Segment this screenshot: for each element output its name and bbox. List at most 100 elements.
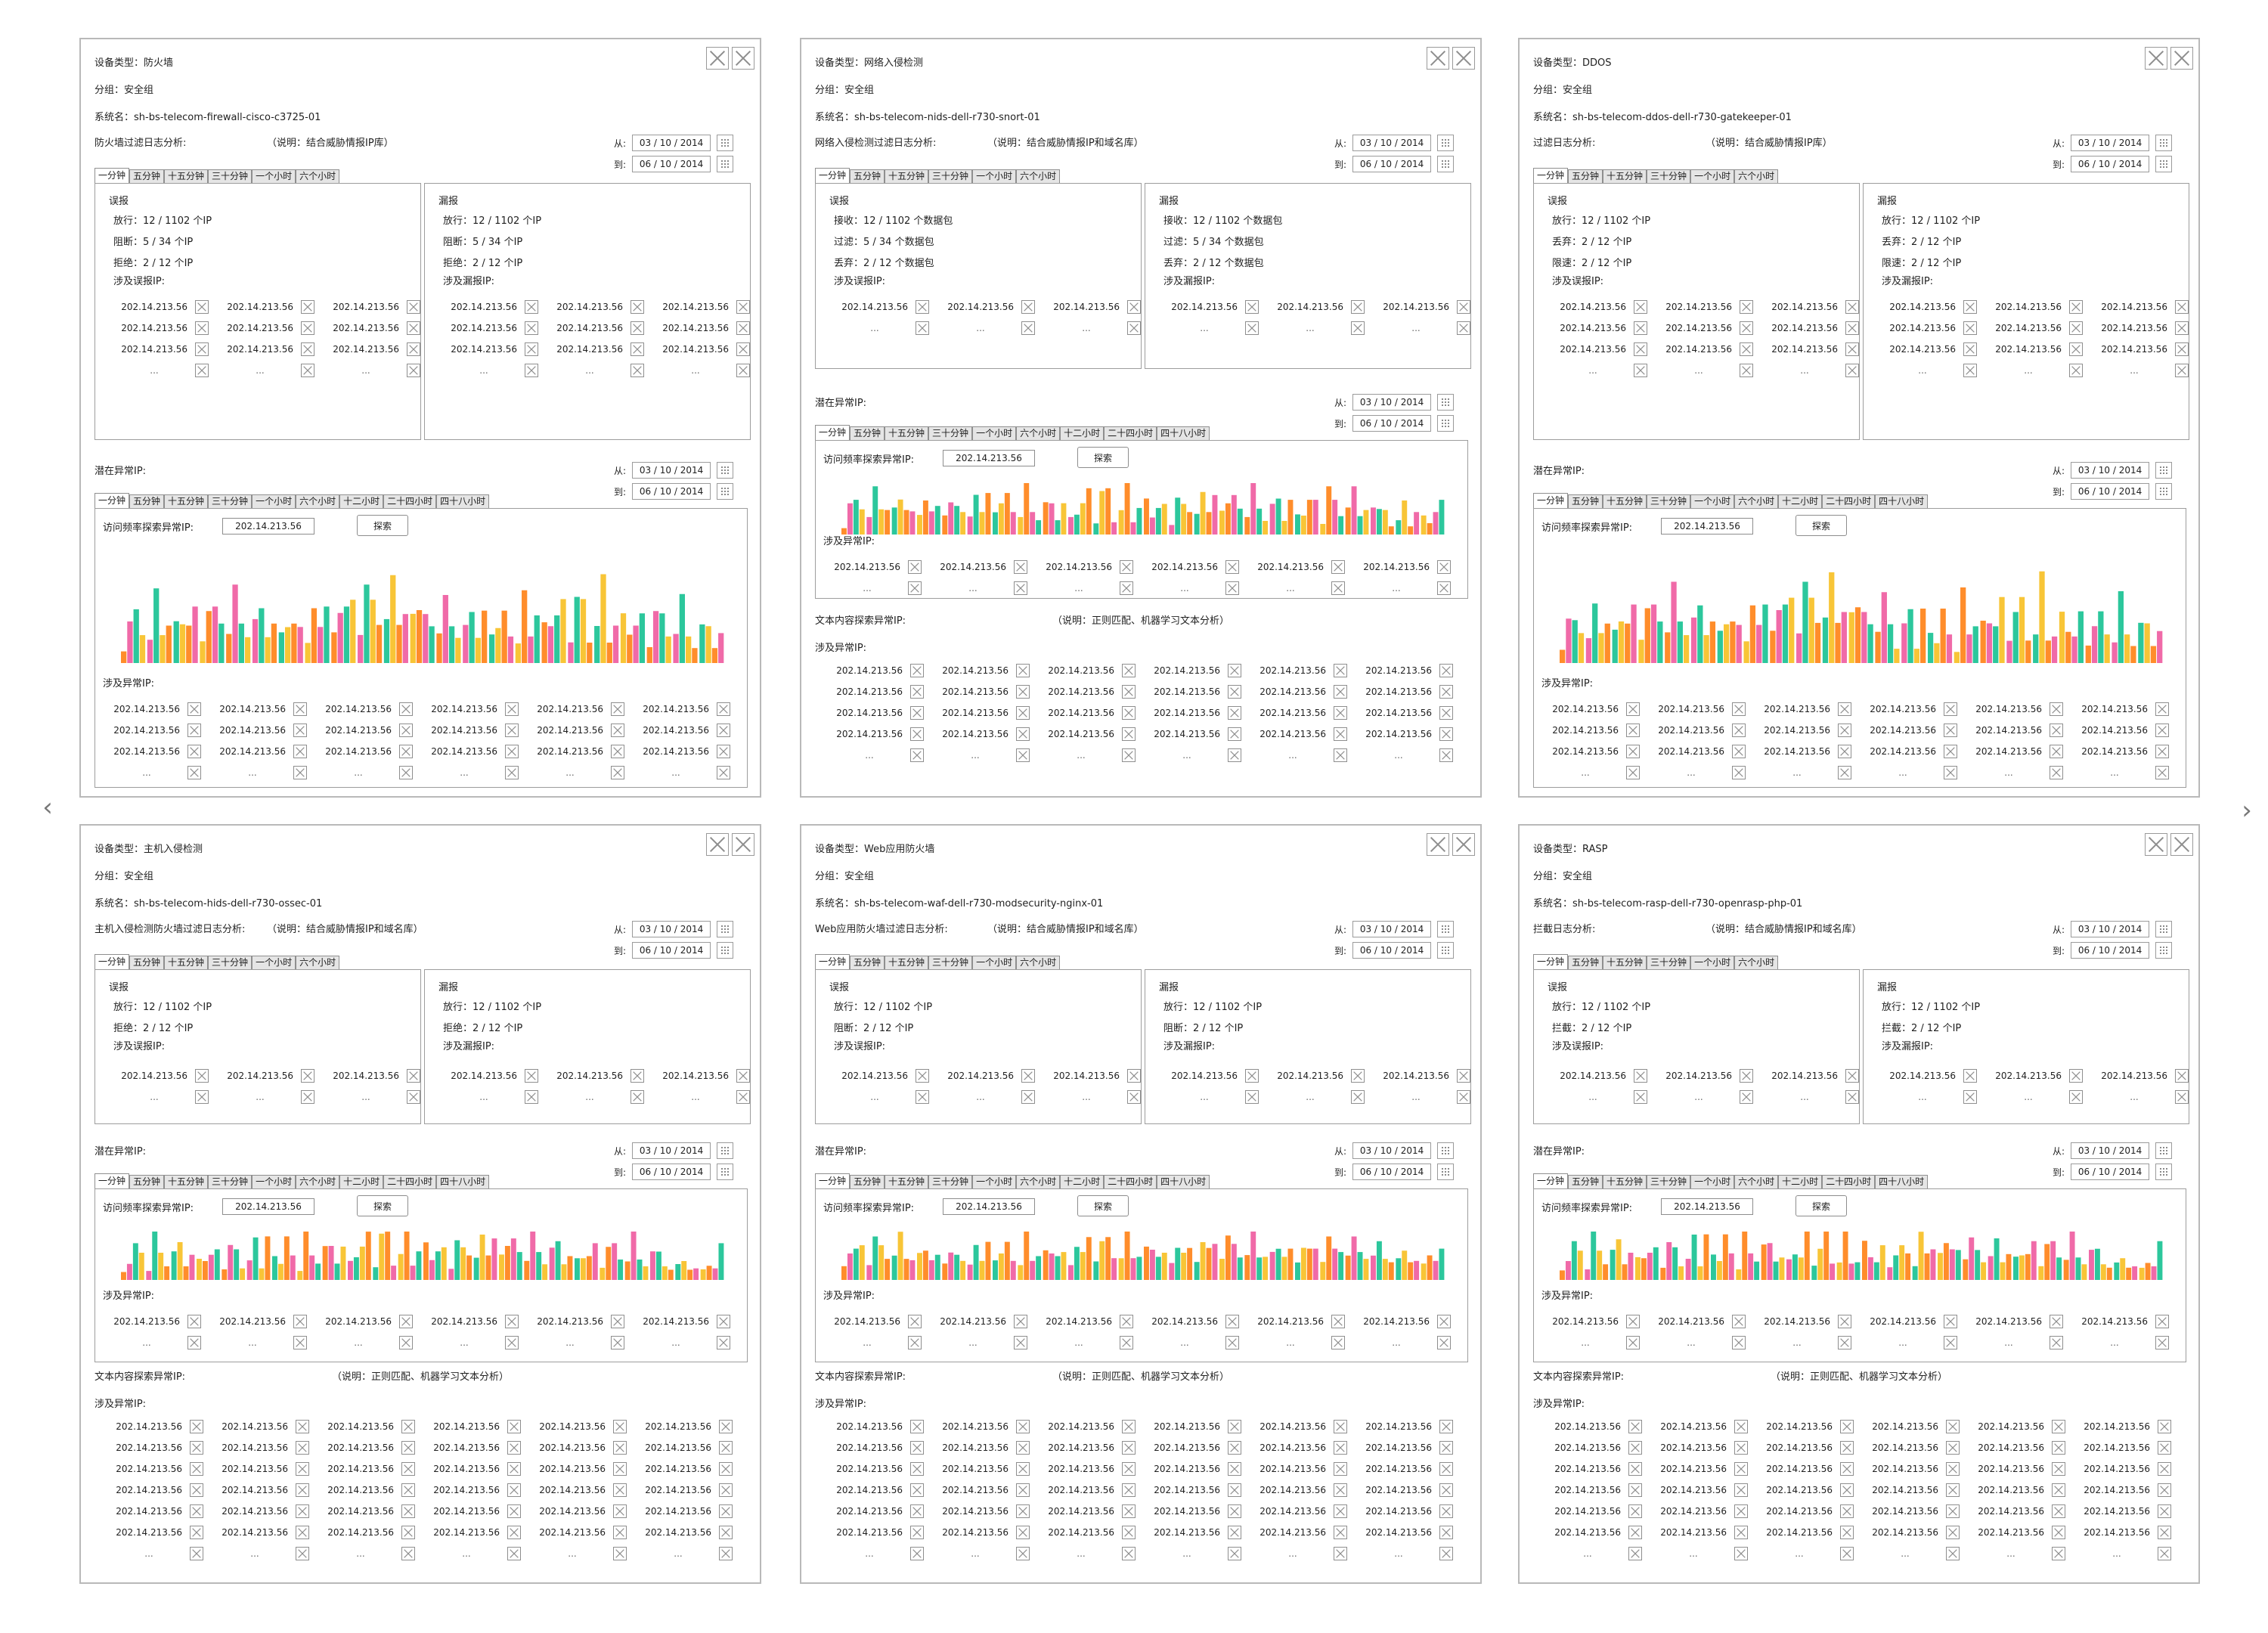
close-icon[interactable]: [1334, 664, 1347, 677]
close-icon[interactable]: [1963, 1090, 1977, 1104]
close-icon[interactable]: [2158, 1547, 2171, 1560]
tab-5[interactable]: 六个小时: [296, 494, 340, 508]
close-icon[interactable]: [631, 321, 644, 335]
close-icon[interactable]: [736, 300, 750, 314]
close-icon[interactable]: [1963, 364, 1977, 377]
close-icon[interactable]: [1016, 727, 1030, 741]
close-icon[interactable]: [1331, 1336, 1345, 1349]
close-icon[interactable]: [296, 1504, 309, 1518]
close-icon[interactable]: [1944, 724, 1957, 737]
filter-from-date-input[interactable]: 03 / 10 / 2014: [632, 921, 711, 937]
tab-4[interactable]: 一个小时: [1690, 169, 1735, 183]
close-icon[interactable]: [1245, 321, 1259, 335]
close-icon[interactable]: [910, 1547, 924, 1560]
tab-4[interactable]: 一个小时: [252, 169, 296, 183]
calendar-icon[interactable]: [717, 921, 734, 937]
tab-0[interactable]: 一分钟: [815, 1173, 850, 1188]
frequency-search-button[interactable]: 探索: [357, 515, 408, 536]
tab-4[interactable]: 一个小时: [1690, 956, 1735, 969]
frequency-search-button[interactable]: 探索: [1796, 515, 1847, 536]
frequency-search-button[interactable]: 探索: [1077, 1195, 1129, 1216]
tab-8[interactable]: 四十八小时: [436, 494, 490, 508]
close-icon[interactable]: [1021, 1090, 1035, 1104]
close-icon[interactable]: [2175, 300, 2189, 314]
close-icon[interactable]: [1016, 1504, 1030, 1518]
close-icon[interactable]: [1245, 1069, 1259, 1083]
close-icon[interactable]: [399, 766, 413, 779]
filter-from-date-input[interactable]: 03 / 10 / 2014: [1352, 921, 1432, 937]
close-icon[interactable]: [2052, 1462, 2065, 1476]
close-icon[interactable]: [1437, 1336, 1451, 1349]
close-icon[interactable]: [1120, 581, 1133, 595]
close-icon[interactable]: [1845, 342, 1859, 356]
filter-to-date-input[interactable]: 06 / 10 / 2014: [632, 156, 711, 172]
close-icon[interactable]: [910, 706, 924, 720]
close-icon[interactable]: [1944, 745, 1957, 758]
close-icon[interactable]: [293, 702, 307, 716]
close-icon[interactable]: [719, 1483, 733, 1497]
close-icon[interactable]: [1734, 1441, 1748, 1455]
close-icon[interactable]: [1628, 1526, 1642, 1539]
close-icon[interactable]: [525, 342, 538, 356]
close-icon[interactable]: [611, 766, 624, 779]
close-icon[interactable]: [505, 1315, 519, 1328]
close-icon[interactable]: [301, 321, 314, 335]
close-icon[interactable]: [1016, 1547, 1030, 1560]
potential-from-date-input[interactable]: 03 / 10 / 2014: [632, 462, 711, 479]
close-icon[interactable]: [195, 1069, 209, 1083]
close-icon[interactable]: [1245, 300, 1259, 314]
close-icon[interactable]: [407, 321, 420, 335]
close-icon[interactable]: [2155, 1336, 2169, 1349]
calendar-icon[interactable]: [2155, 135, 2173, 151]
tab-0[interactable]: 一分钟: [1533, 493, 1569, 508]
calendar-icon[interactable]: [717, 483, 734, 500]
close-icon[interactable]: [525, 1090, 538, 1104]
close-icon[interactable]: [1122, 1547, 1136, 1560]
close-icon[interactable]: [1016, 706, 1030, 720]
close-icon[interactable]: [910, 1504, 924, 1518]
tab-5[interactable]: 六个小时: [296, 169, 340, 183]
close-icon[interactable]: [1626, 724, 1640, 737]
close-icon[interactable]: [1840, 1547, 1854, 1560]
close-icon[interactable]: [736, 342, 750, 356]
close-icon[interactable]: [401, 1441, 415, 1455]
close-icon[interactable]: [1740, 1069, 1753, 1083]
close-icon[interactable]: [401, 1504, 415, 1518]
tab-7[interactable]: 二十四小时: [1104, 1175, 1157, 1188]
close-icon[interactable]: [1838, 1336, 1851, 1349]
close-icon[interactable]: [399, 702, 413, 716]
close-icon[interactable]: [1626, 1336, 1640, 1349]
close-icon[interactable]: [296, 1547, 309, 1560]
close-icon[interactable]: [507, 1483, 521, 1497]
tab-5[interactable]: 六个小时: [1734, 169, 1779, 183]
tab-6[interactable]: 十二小时: [1778, 1175, 1823, 1188]
close-icon[interactable]: [717, 702, 730, 716]
close-icon[interactable]: [2158, 1441, 2171, 1455]
close-icon[interactable]: [190, 1526, 203, 1539]
close-icon[interactable]: [1014, 581, 1027, 595]
close-icon[interactable]: [1457, 300, 1470, 314]
close-icon[interactable]: [631, 364, 644, 377]
close-icon[interactable]: [1122, 1462, 1136, 1476]
close-icon[interactable]: [2050, 745, 2063, 758]
close-icon[interactable]: [916, 1090, 929, 1104]
close-icon[interactable]: [1334, 706, 1347, 720]
tab-4[interactable]: 一个小时: [252, 956, 296, 969]
tab-3[interactable]: 三十分钟: [1647, 1175, 1691, 1188]
close-icon[interactable]: [507, 1547, 521, 1560]
tab-0[interactable]: 一分钟: [815, 954, 850, 969]
close-icon[interactable]: [1225, 1336, 1239, 1349]
close-icon[interactable]: [1127, 321, 1141, 335]
close-icon[interactable]: [195, 300, 209, 314]
close-icon[interactable]: [187, 745, 201, 758]
close-icon[interactable]: [719, 1504, 733, 1518]
close-icon[interactable]: [190, 1504, 203, 1518]
tab-1[interactable]: 五分钟: [129, 169, 165, 183]
close-icon[interactable]: [1016, 1483, 1030, 1497]
tab-2[interactable]: 十五分钟: [1603, 494, 1647, 508]
close-icon[interactable]: [719, 1526, 733, 1539]
tab-3[interactable]: 三十分钟: [208, 1175, 253, 1188]
close-icon[interactable]: [407, 300, 420, 314]
close-icon[interactable]: [1021, 1069, 1035, 1083]
close-icon[interactable]: [505, 745, 519, 758]
